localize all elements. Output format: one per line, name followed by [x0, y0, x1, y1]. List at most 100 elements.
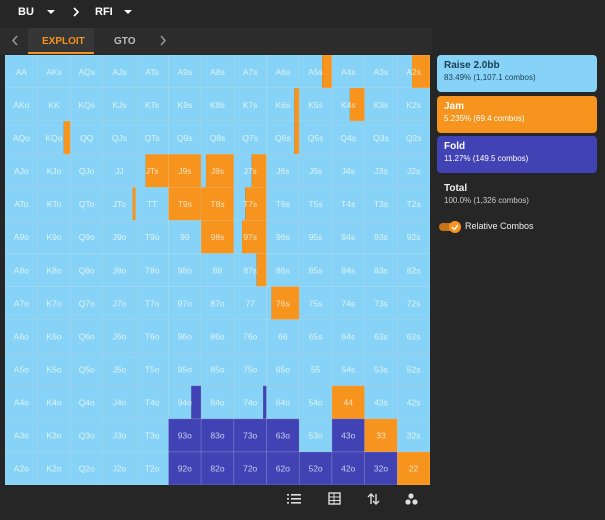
hand-label: 77 — [245, 298, 255, 308]
raise-part — [103, 385, 136, 419]
hand-label: 82o — [210, 464, 224, 474]
hand-label: 52s — [407, 364, 421, 374]
prev-arrow[interactable] — [11, 35, 19, 46]
legend-item[interactable]: Jam 5.235% (69.4 combos) — [437, 95, 597, 133]
hand-label: ATo — [14, 199, 28, 209]
hand-label: T2o — [145, 464, 160, 474]
hand-label: 75o — [243, 364, 257, 374]
hand-label: T4o — [145, 398, 160, 408]
raise-part — [5, 352, 38, 386]
jam-part — [168, 154, 202, 188]
raise-part — [135, 220, 169, 254]
hand-label: K8o — [46, 265, 61, 275]
hand-label: 53o — [308, 431, 322, 441]
hand-label: A3s — [374, 67, 389, 77]
hand-label: A6s — [276, 67, 291, 77]
raise-part — [201, 154, 207, 188]
raise-part — [5, 385, 38, 419]
hand-label: T7s — [243, 199, 257, 209]
hand-label: 99 — [180, 232, 190, 242]
hand-label: 92o — [178, 464, 192, 474]
hand-label: T4s — [341, 199, 355, 209]
action[interactable]: RFI — [95, 6, 113, 18]
jam-part — [397, 451, 430, 485]
position[interactable]: BU — [18, 6, 34, 18]
hand-label: 62o — [276, 464, 290, 474]
hand-label: A2o — [14, 464, 29, 474]
hand-label: Q2o — [79, 464, 95, 474]
raise-part — [37, 352, 71, 386]
raise-part — [103, 319, 136, 353]
tab[interactable]: GTO — [114, 36, 136, 47]
tab[interactable]: EXPLOIT — [42, 36, 85, 47]
fold-part — [168, 418, 202, 452]
hand-label: J3s — [374, 166, 387, 176]
legend-item[interactable]: Fold 11.27% (149.5 combos) — [437, 136, 597, 173]
raise-part — [135, 55, 169, 89]
toggle[interactable] — [439, 220, 463, 233]
raise-part — [168, 385, 192, 419]
raise-part — [37, 187, 71, 221]
raise-part — [103, 55, 136, 89]
sort-icon[interactable] — [367, 493, 380, 505]
raise-part — [168, 253, 202, 287]
hand-label: 93o — [178, 431, 192, 441]
hand-label: 87o — [210, 298, 224, 308]
raise-part — [233, 121, 267, 155]
fold-part — [331, 451, 365, 485]
hand-label: AQo — [13, 133, 30, 143]
raise-part — [331, 286, 365, 320]
table-icon[interactable] — [328, 492, 341, 505]
hand-label: T7o — [145, 298, 160, 308]
hand-label: 94o — [178, 398, 192, 408]
raise-part — [201, 286, 234, 320]
raise-part — [201, 253, 234, 287]
legend-item[interactable]: Raise 2.0bb 83.49% (1,107.1 combos) — [437, 55, 597, 92]
hand-label: KTs — [145, 100, 159, 110]
fold-part — [233, 418, 267, 452]
raise-part — [266, 319, 300, 353]
raise-part — [233, 253, 257, 287]
jam-part — [294, 121, 300, 155]
raise-part — [364, 154, 398, 188]
hand-label: J7s — [244, 166, 257, 176]
hand-label: 88 — [213, 265, 223, 275]
hand-label: Q4o — [79, 398, 95, 408]
hand-label: K4o — [46, 398, 61, 408]
tab-active-bg — [28, 28, 94, 54]
raise-part — [331, 121, 365, 155]
hand-label: 55 — [311, 364, 321, 374]
hand-label: AQs — [78, 67, 95, 77]
next-arrow[interactable] — [159, 35, 167, 46]
raise-part — [364, 352, 398, 386]
raise-part — [299, 121, 332, 155]
raise-part — [70, 55, 104, 89]
list-icon[interactable] — [287, 494, 301, 504]
hand-label: 75s — [309, 298, 323, 308]
jam-part — [349, 88, 365, 122]
hand-label: 85s — [309, 265, 323, 275]
raise-part — [364, 220, 398, 254]
raise-part — [364, 187, 398, 221]
hand-label: AJs — [112, 67, 126, 77]
jam-part — [63, 121, 71, 155]
raise-part — [135, 187, 169, 221]
hand-label: K4s — [341, 100, 356, 110]
hand-label: A3o — [14, 431, 29, 441]
raise-part — [397, 319, 430, 353]
raise-part — [70, 451, 104, 485]
hand-label: JTo — [113, 199, 127, 209]
raise-part — [364, 121, 398, 155]
hand-label: 52o — [308, 464, 322, 474]
raise-part — [266, 220, 300, 254]
hand-label: K2o — [46, 464, 61, 474]
dots-icon[interactable] — [405, 493, 418, 505]
hand-label: QJs — [112, 133, 127, 143]
raise-part — [168, 352, 202, 386]
raise-part — [135, 253, 169, 287]
hand-label: K5s — [308, 100, 323, 110]
jam-part — [132, 187, 136, 221]
hand-label: 64o — [276, 398, 290, 408]
raise-part — [168, 55, 202, 89]
raise-part — [331, 352, 365, 386]
